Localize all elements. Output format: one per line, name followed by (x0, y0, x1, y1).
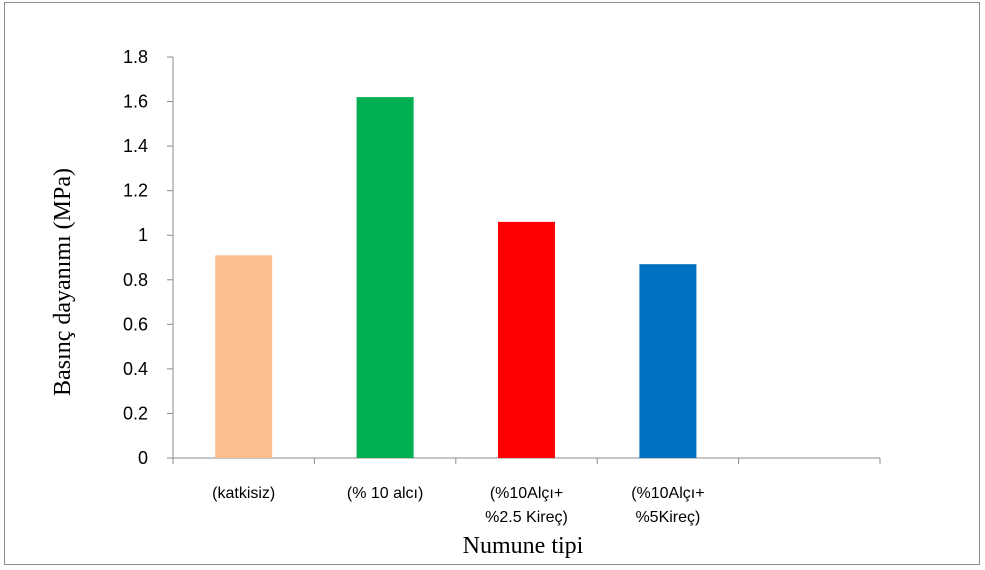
y-tick-label: 0.8 (123, 270, 148, 290)
y-tick-label: 0.6 (123, 314, 148, 334)
y-tick-label: 0 (138, 448, 148, 468)
bar (215, 255, 273, 458)
y-tick-label: 1.4 (123, 136, 148, 156)
y-axis-title: Basınç dayanımı (MPa) (50, 168, 76, 396)
y-tick-label: 1 (138, 225, 148, 245)
chart-frame (4, 2, 980, 565)
bar (639, 264, 697, 458)
y-tick-label: 1.6 (123, 92, 148, 112)
bars (215, 97, 697, 458)
y-tick-label: 0.4 (123, 359, 148, 379)
y-tick-label: 1.2 (123, 181, 148, 201)
x-axis: (katkisiz) (% 10 alcı) (%10Alçı+ %2.5 Kireç… (172, 457, 881, 526)
bar (356, 97, 414, 458)
x-tick-label: (%10Alçı+ %5Kireç) (631, 485, 704, 526)
y-tick-label: 1.8 (123, 47, 148, 67)
y-tick-label: 0.2 (123, 403, 148, 423)
bar (498, 221, 555, 458)
x-tick-label: (% 10 alcı) (347, 485, 423, 502)
y-axis: 0 0.2 0.4 0.6 0.8 1 1.2 1.4 1.6 1.8 (123, 47, 174, 468)
x-tick-label: (%10Alçı+ %2.5 Kireç) (485, 485, 568, 526)
x-axis-title: Numune tipi (463, 533, 584, 559)
x-tick-label: (katkisiz) (212, 485, 275, 502)
